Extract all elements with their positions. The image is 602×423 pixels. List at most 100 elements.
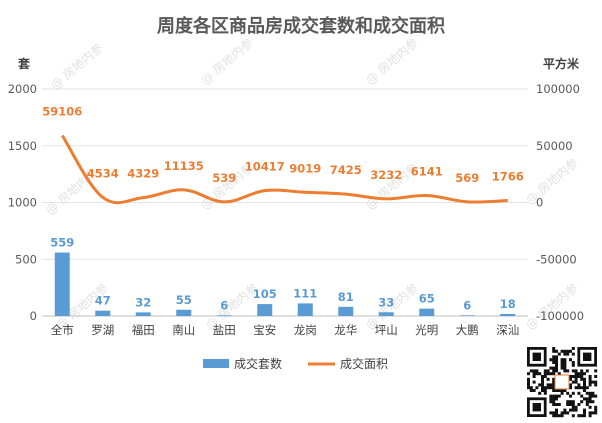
bar-罗湖 [95, 310, 111, 316]
qr-module [594, 405, 598, 409]
qr-module [560, 391, 564, 395]
chart-title: 周度各区商品房成交套数和成交面积 [157, 15, 445, 37]
qr-module [583, 389, 586, 392]
watermark-text: @ 房地内参 [47, 40, 106, 93]
qr-module [585, 397, 589, 401]
bar-value-label: 47 [95, 294, 111, 308]
left-tick-label: 500 [15, 252, 37, 266]
qr-module [555, 361, 558, 364]
qr-module [569, 383, 572, 387]
qr-module [552, 394, 556, 398]
qr-module [552, 355, 556, 359]
line-value-label: 11135 [164, 159, 204, 173]
qr-module [552, 358, 556, 362]
qr-module [574, 405, 578, 409]
qr-module [583, 408, 586, 412]
left-axis-ticks: 2000 1500 1000 500 0 [8, 82, 37, 323]
qr-module [583, 386, 586, 390]
left-tick-label: 1000 [8, 196, 37, 210]
qr-finder-core [583, 352, 592, 361]
qr-module [569, 349, 572, 353]
qr-module [594, 408, 598, 412]
qr-module [541, 383, 544, 387]
qr-module [529, 369, 533, 373]
qr-module [535, 386, 539, 390]
qr-module [580, 400, 584, 404]
line-value-label: 4534 [87, 166, 119, 180]
qr-module [532, 380, 536, 384]
qr-module [594, 380, 598, 384]
qr-code-icon [527, 347, 598, 418]
qr-finder-core [532, 403, 541, 412]
qr-module [532, 389, 536, 392]
category-label: 光明 [415, 323, 438, 337]
qr-module [563, 349, 567, 353]
qr-module [580, 414, 584, 418]
qr-module [577, 372, 581, 376]
qr-module [557, 372, 561, 376]
qr-module [552, 397, 556, 401]
qr-module [549, 372, 553, 376]
legend-bar-swatch [203, 359, 229, 368]
qr-module [569, 386, 572, 390]
line-value-label: 10417 [245, 160, 285, 174]
qr-module [552, 383, 556, 387]
qr-module [571, 352, 575, 356]
qr-module [571, 400, 575, 404]
qr-module [571, 347, 575, 350]
bar-series: 559 47 32 55 6 105 111 81 33 65 6 18 [50, 236, 516, 316]
qr-module [552, 361, 556, 364]
qr-module [535, 369, 539, 373]
line-value-label: 7425 [330, 163, 362, 177]
category-label: 南山 [172, 323, 195, 337]
qr-module [555, 366, 558, 370]
qr-module [549, 386, 553, 390]
qr-module [560, 363, 564, 367]
qr-module [566, 400, 570, 404]
category-label: 深汕 [496, 323, 519, 337]
qr-module [557, 414, 561, 418]
qr-module [583, 411, 586, 415]
category-label: 龙岗 [294, 323, 317, 337]
qr-module [571, 414, 575, 418]
qr-module [541, 389, 544, 392]
qr-module [585, 400, 589, 404]
left-tick-label: 1500 [8, 139, 37, 153]
qr-module [571, 369, 575, 373]
line-value-label: 4329 [127, 167, 159, 181]
qr-module [527, 377, 530, 381]
qr-module [580, 375, 584, 378]
qr-module [549, 400, 553, 404]
qr-module [543, 389, 547, 392]
qr-module [571, 408, 575, 412]
qr-module [566, 391, 570, 395]
qr-module [555, 363, 558, 367]
qr-module [557, 394, 561, 398]
qr-module [569, 400, 572, 404]
qr-module [552, 403, 556, 406]
category-label: 罗湖 [91, 323, 114, 337]
qr-module [583, 380, 586, 384]
category-label: 宝安 [253, 323, 276, 337]
qr-module [532, 369, 536, 373]
qr-module [566, 352, 570, 356]
qr-module [543, 372, 547, 376]
right-tick-label: 50000 [536, 139, 573, 153]
qr-module [588, 377, 592, 381]
right-tick-label: 100000 [536, 82, 580, 96]
qr-module [574, 408, 578, 412]
bar-大鹏 [459, 315, 475, 316]
qr-module [557, 352, 561, 356]
qr-module [571, 375, 575, 378]
qr-module [566, 411, 570, 415]
qr-module [588, 375, 592, 378]
qr-module [563, 352, 567, 356]
left-tick-label: 2000 [8, 82, 37, 96]
qr-module [538, 383, 542, 387]
qr-module [574, 372, 578, 376]
qr-module [560, 358, 564, 362]
bar-光明 [419, 308, 435, 316]
qr-module [574, 377, 578, 381]
qr-module [552, 411, 556, 415]
legend-bar-label: 成交套数 [234, 356, 282, 371]
